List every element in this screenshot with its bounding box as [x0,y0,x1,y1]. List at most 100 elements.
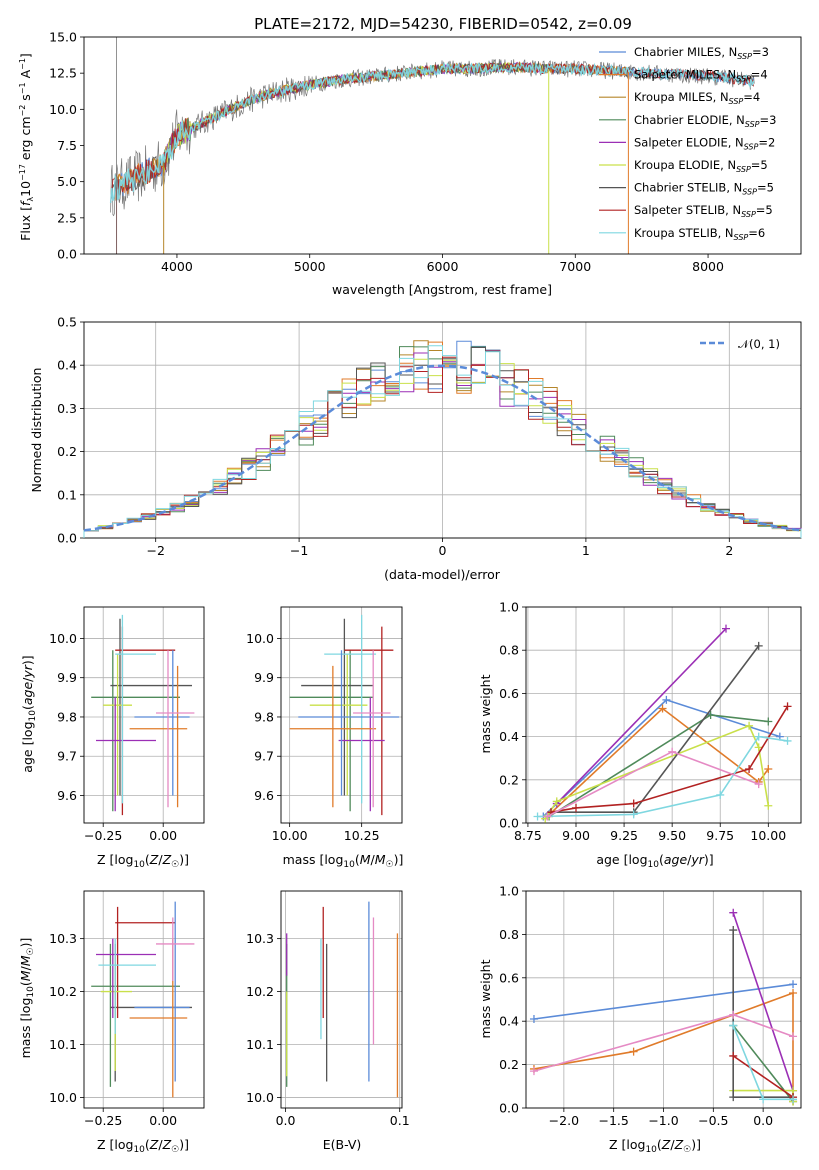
x-tick-label: 9.75 [706,828,734,843]
x-tick-label: −2 [146,543,164,558]
error-crosses [286,901,399,1098]
weight-marker-chabrier_stelib [754,641,763,650]
grid [84,607,204,823]
y-tick-label: 10.1 [49,1037,77,1052]
mass-vs-ebv-panel: 0.0 0.1 10.0 10.1 10.2 10.3 [246,890,410,1128]
y-tick-label: 0.4 [57,358,77,373]
axes-frame [83,890,205,1109]
mass-vs-z-xlabel: Z [log10(Z/Z☉)] [97,1137,189,1155]
weight-marker-chabrier_elodie [764,717,773,726]
y-tick-label: 9.8 [254,709,274,724]
y-tick-label: 9.7 [254,749,274,764]
x-tick-label: −1 [290,543,308,558]
mass-vs-ebv-xlabel: E(B-V) [323,1137,362,1152]
y-tick-label: 10.0 [246,631,274,646]
weight-marker-kroupa_stelib [629,810,638,819]
ticks: −0.25 0.00 10.0 10.1 10.2 10.3 [49,931,177,1128]
weight-marker-pink [529,1067,538,1076]
weight-marker-kroupa_stelib [759,1095,768,1104]
error-crosses [91,901,195,1098]
x-tick-label: 8000 [692,259,724,274]
weight-marker-kroupa_stelib [533,812,542,821]
x-tick-label: 0.0 [276,1113,296,1128]
x-tick-label: 9.25 [610,828,638,843]
y-tick-label: 0.2 [57,444,77,459]
mass-weight-vs-z-xlabel: Z [log10(Z/Z☉)] [609,1137,701,1155]
y-tick-label: 2.5 [57,210,77,225]
weight-marker-salpeter_miles [789,988,798,997]
x-tick-label: −1.0 [648,1113,678,1128]
weight-line-salpeter_miles [533,991,794,1102]
y-tick-label: 0.0 [499,816,519,831]
ticks: −2 −1 0 1 2 0.0 0.1 0.2 0.3 0.4 0.5 [57,315,733,559]
y-tick-label: 0.0 [57,247,77,262]
y-tick-label: 10.0 [49,102,77,117]
figure-title: PLATE=2172, MJD=54230, FIBERID=0542, z=0… [254,15,632,33]
mass-weight-vs-z-panel: −2.0 −1.5 −1.0 −0.5 0.0 0.0 0.2 0.4 0.6 0.8 1.0 [499,884,802,1128]
weight-marker-salpeter_stelib [572,803,580,812]
weight-line-salpeter_stelib [732,1055,794,1098]
x-tick-label: 0.00 [149,1113,177,1128]
y-tick-label: 0.1 [57,487,77,502]
legend-label-salpeter_elodie: Salpeter ELODIE, NSSP=2 [634,135,775,151]
spectrum-ylabel: Flux [fλ10−17 erg cm−2 s−1 A−1] [18,53,35,241]
residuals-ylabel: Normed distribution [29,368,44,493]
axes-frame [83,321,802,539]
legend-label-kroupa_miles: Kroupa MILES, NSSP=4 [634,90,760,106]
weight-line-chabrier_miles [533,983,794,1020]
spectrum-panel: Chabrier MILES, NSSP=3 Salpeter MILES, NS… [18,30,802,297]
y-tick-label: 10.3 [49,931,77,946]
legend-label-chabrier_stelib: Chabrier STELIB, NSSP=5 [634,181,774,197]
spectrum-legend: Chabrier MILES, NSSP=3 Salpeter MILES, NS… [599,45,776,242]
mass-weight-vs-age-xlabel: age [log10(age/yr)] [596,852,713,870]
weight-line-chabrier_elodie [732,1025,794,1102]
normal-distribution-curve [83,364,802,532]
y-tick-label: 0.0 [57,531,77,546]
legend-label-kroupa_stelib: Kroupa STELIB, NSSP=6 [634,226,765,242]
y-tick-label: 10.1 [246,1037,274,1052]
x-tick-label: 9.50 [658,828,686,843]
weight-marker-pink [754,780,763,789]
error-crosses [289,614,400,816]
error-crosses [91,614,195,816]
y-tick-label: 10.3 [246,931,274,946]
age-vs-mass-panel: 10.00 10.25 9.6 9.7 9.8 9.9 10.0 [246,606,403,843]
ticks: 8.75 9.00 9.25 9.50 9.75 10.00 0.0 0.2 0.4 0.6 0.8… [499,600,786,844]
x-tick-label: 4000 [161,259,193,274]
ticks: 0.0 0.1 10.0 10.1 10.2 10.3 [246,931,410,1128]
axes-frame [525,606,802,824]
y-tick-label: 10.0 [49,631,77,646]
weight-line-salpeter_elodie [556,628,727,805]
y-tick-label: 7.5 [57,138,77,153]
x-tick-label: 10.00 [750,828,786,843]
spectrum-xlabel: wavelength [Angstrom, rest frame] [332,282,552,297]
y-tick-label: 9.9 [57,670,77,685]
y-tick-label: 5.0 [57,174,77,189]
residuals-panel: −2 −1 0 1 2 0.0 0.1 0.2 0.3 0.4 0.5 𝒩(0, 1) (data-… [29,315,802,582]
y-tick-label: 10.2 [49,984,77,999]
weight-marker-chabrier_miles [662,695,671,704]
age-vs-z-panel: −0.25 0.00 9.6 9.7 9.8 9.9 10.0 [49,606,205,843]
axes-frame [280,606,403,824]
weight-marker-kroupa_elodie [745,721,754,730]
x-tick-label: 0 [439,543,447,558]
weight-marker-kroupa_elodie [552,797,561,806]
x-tick-label: −0.25 [84,1113,122,1128]
weight-marker-chabrier_elodie [706,711,715,719]
weight-marker-salpeter_elodie [722,624,730,633]
age-vs-z-xlabel: Z [log10(Z/Z☉)] [97,852,189,870]
x-tick-label: 5000 [294,259,326,274]
axes-frame [280,890,403,1109]
weight-marker-salpeter_elodie [729,908,738,917]
weight-marker-salpeter_stelib [783,702,792,711]
mass-weight-vs-age-panel: 8.75 9.00 9.25 9.50 9.75 10.00 0.0 0.2 0.4 0.6 0.8… [499,600,802,844]
x-tick-label: 10.25 [344,828,380,843]
model-spectrum-kroupa_miles [115,61,628,201]
weight-marker-kroupa_stelib [754,732,763,741]
model-spectrum-kroupa_stelib [109,61,755,204]
weight-marker-kroupa_stelib [716,790,725,799]
weight-marker-salpeter_stelib [629,799,638,808]
weight-marker-salpeter_stelib [745,765,754,773]
grid [84,891,204,1108]
